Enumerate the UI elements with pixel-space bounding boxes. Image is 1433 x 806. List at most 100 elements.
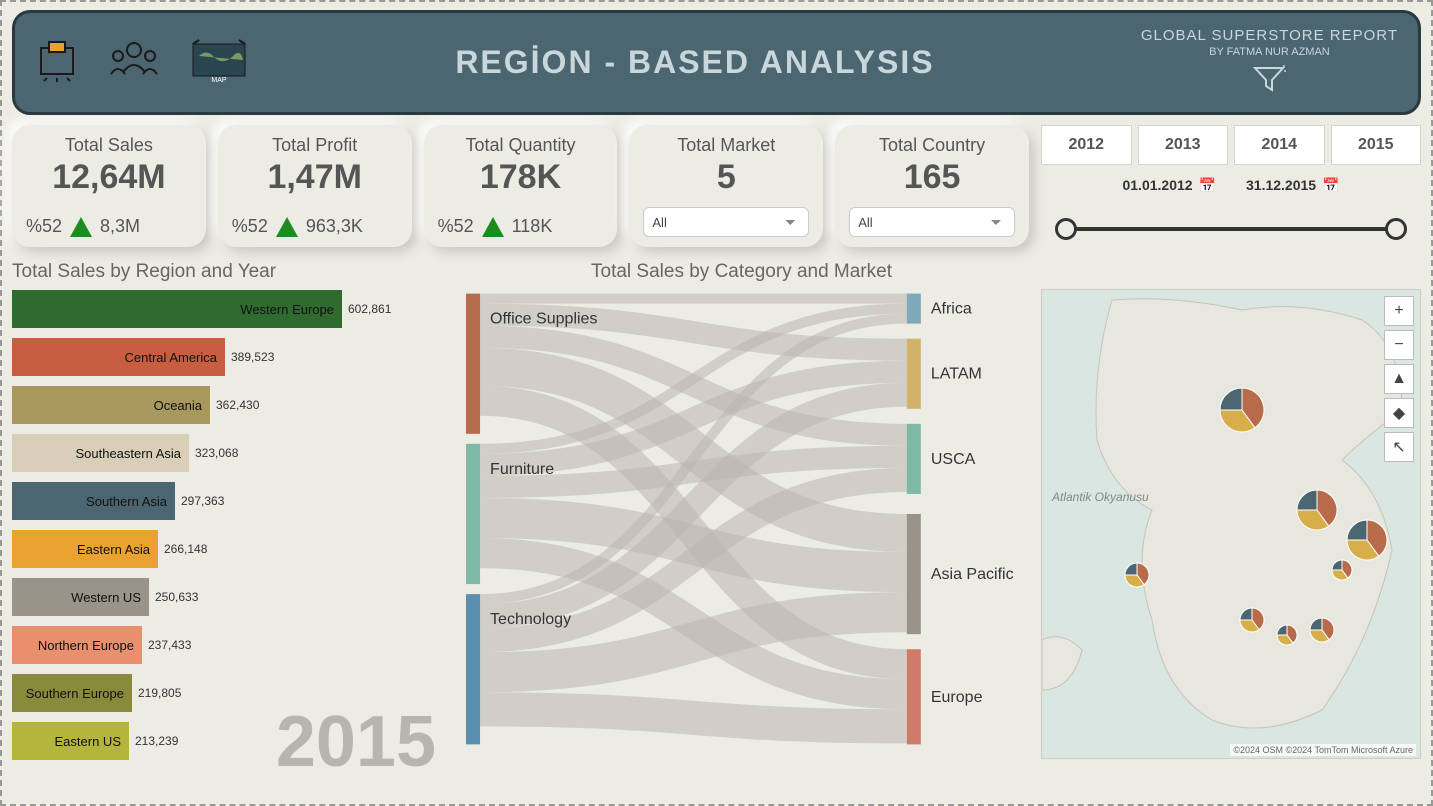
sankey-source-label: Technology: [490, 610, 571, 628]
bar-label: Northern Europe: [38, 638, 134, 653]
bar-row[interactable]: Southern Asia 297,363: [12, 481, 442, 521]
calendar-icon[interactable]: 📅: [1199, 177, 1216, 193]
map-pie[interactable]: [1240, 608, 1264, 632]
kpi-label: Total Sales: [26, 135, 192, 156]
map-pie[interactable]: [1220, 388, 1264, 432]
kpi-dropdown[interactable]: All: [643, 207, 809, 237]
bar-rect: Eastern US: [12, 722, 129, 760]
kpi-label: Total Quantity: [438, 135, 604, 156]
map-pitch-button[interactable]: ▲: [1384, 364, 1414, 394]
bar-row[interactable]: Western Europe 602,861: [12, 289, 442, 329]
bar-value: 297,363: [181, 494, 224, 508]
bar-label: Southern Asia: [86, 494, 167, 509]
page-title: REGİON - BASED ANALYSIS: [249, 44, 1141, 81]
bar-rect: Southeastern Asia: [12, 434, 189, 472]
bar-chart: Western Europe 602,861 Central America 38…: [12, 289, 442, 769]
header-icon-group: MAP: [35, 38, 249, 87]
bar-value: 602,861: [348, 302, 391, 316]
bar-label: Eastern Asia: [77, 542, 150, 557]
kpi-value: 178K: [438, 158, 604, 197]
kpi-trend: %52 8,3M: [26, 216, 192, 237]
sankey-source-label: Furniture: [490, 460, 554, 478]
bar-rect: Western Europe: [12, 290, 342, 328]
ocean-label: Atlantik Okyanusu: [1052, 490, 1149, 504]
sankey-source: [466, 294, 480, 434]
bar-chart-title: Total Sales by Region and Year: [12, 261, 442, 283]
sankey-target-label: Africa: [931, 300, 972, 318]
people-icon[interactable]: [109, 38, 159, 87]
box-icon[interactable]: [35, 38, 79, 87]
bar-row[interactable]: Oceania 362,430: [12, 385, 442, 425]
map-pie[interactable]: [1125, 563, 1149, 587]
kpi-card: Total Quantity 178K %52 118K: [424, 125, 618, 247]
filter-icon[interactable]: [1141, 64, 1398, 99]
kpi-label: Total Market: [643, 135, 809, 156]
sankey-target: [907, 294, 921, 324]
year-watermark: 2015: [276, 701, 436, 783]
bar-value: 266,148: [164, 542, 207, 556]
up-triangle-icon: [276, 217, 298, 237]
year-tab[interactable]: 2012: [1041, 125, 1132, 165]
bar-row[interactable]: Eastern Asia 266,148: [12, 529, 442, 569]
sankey-source: [466, 444, 480, 584]
report-title: GLOBAL SUPERSTORE REPORT: [1141, 27, 1398, 44]
bar-rect: Southern Asia: [12, 482, 175, 520]
bar-value: 213,239: [135, 734, 178, 748]
slider-handle-left[interactable]: [1055, 218, 1077, 240]
kpi-dropdown[interactable]: All: [849, 207, 1015, 237]
kpi-label: Total Profit: [232, 135, 398, 156]
bar-value: 237,433: [148, 638, 191, 652]
map-panel[interactable]: Atlantik Okyanusu + − ▲ ◆ ↖ ©2024 OSM ©2…: [1041, 289, 1421, 759]
year-tab[interactable]: 2015: [1331, 125, 1422, 165]
bar-value: 323,068: [195, 446, 238, 460]
charts-row: Western Europe 602,861 Central America 38…: [2, 283, 1431, 777]
year-tab[interactable]: 2014: [1234, 125, 1325, 165]
kpi-card: Total Market 5 All: [629, 125, 823, 247]
up-triangle-icon: [482, 217, 504, 237]
kpi-card: Total Profit 1,47M %52 963,3K: [218, 125, 412, 247]
year-tabs: 2012201320142015: [1041, 125, 1421, 165]
chart-titles: Total Sales by Region and Year Total Sal…: [2, 247, 1431, 283]
map-pie[interactable]: [1332, 560, 1352, 580]
bar-rect: Central America: [12, 338, 225, 376]
header-right: GLOBAL SUPERSTORE REPORT BY FATMA NUR AZ…: [1141, 27, 1398, 99]
sankey-target-label: Europe: [931, 688, 983, 706]
bar-row[interactable]: Southeastern Asia 323,068: [12, 433, 442, 473]
header-banner: MAP REGİON - BASED ANALYSIS GLOBAL SUPER…: [12, 10, 1421, 115]
map-controls: + − ▲ ◆ ↖: [1384, 296, 1414, 462]
sankey-target-label: USCA: [931, 450, 976, 468]
date-range-row: 01.01.2012📅 31.12.2015📅: [1041, 177, 1421, 194]
kpi-card: Total Sales 12,64M %52 8,3M: [12, 125, 206, 247]
bar-label: Eastern US: [55, 734, 121, 749]
bar-rect: Eastern Asia: [12, 530, 158, 568]
sankey-target-label: Asia Pacific: [931, 565, 1014, 583]
sankey-target: [907, 339, 921, 409]
sankey-source: [466, 594, 480, 744]
bar-row[interactable]: Western US 250,633: [12, 577, 442, 617]
kpi-row: Total Sales 12,64M %52 8,3MTotal Profit …: [2, 115, 1431, 247]
bar-row[interactable]: Northern Europe 237,433: [12, 625, 442, 665]
bar-label: Southern Europe: [26, 686, 124, 701]
map-pie[interactable]: [1277, 625, 1297, 645]
zoom-out-button[interactable]: −: [1384, 330, 1414, 360]
slider-handle-right[interactable]: [1385, 218, 1407, 240]
kpi-value: 1,47M: [232, 158, 398, 197]
map-pie[interactable]: [1310, 618, 1334, 642]
bar-row[interactable]: Central America 389,523: [12, 337, 442, 377]
up-triangle-icon: [70, 217, 92, 237]
map-pie[interactable]: [1297, 490, 1337, 530]
date-slider[interactable]: [1055, 214, 1407, 244]
year-tab[interactable]: 2013: [1138, 125, 1229, 165]
kpi-trend: %52 118K: [438, 216, 604, 237]
map-rotate-button[interactable]: ◆: [1384, 398, 1414, 428]
calendar-icon[interactable]: 📅: [1322, 177, 1339, 193]
kpi-pct: %52: [232, 216, 268, 237]
map-pie[interactable]: [1347, 520, 1387, 560]
map-icon[interactable]: MAP: [189, 38, 249, 87]
kpi-value: 5: [643, 158, 809, 197]
sankey-target: [907, 514, 921, 634]
map-select-button[interactable]: ↖: [1384, 432, 1414, 462]
bar-rect: Southern Europe: [12, 674, 132, 712]
report-byline: BY FATMA NUR AZMAN: [1141, 46, 1398, 58]
zoom-in-button[interactable]: +: [1384, 296, 1414, 326]
